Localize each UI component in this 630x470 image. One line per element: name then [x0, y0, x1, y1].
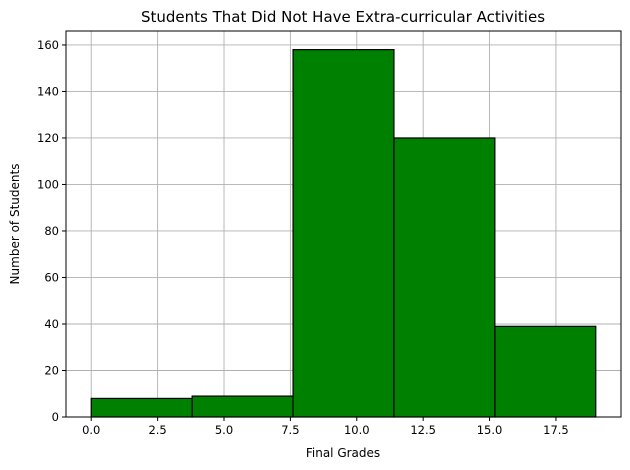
y-tick-label: 20: [44, 363, 59, 377]
y-axis-label: Number of Students: [8, 164, 22, 285]
histogram-bar: [393, 137, 496, 418]
x-tick-label: 17.5: [543, 423, 569, 437]
y-tick-label: 100: [37, 177, 59, 191]
x-tick-label: 12.5: [410, 423, 436, 437]
histogram-bar: [191, 395, 294, 418]
plot-frame: [65, 30, 622, 418]
y-tick-label: 0: [52, 410, 59, 424]
x-tick-label: 0.0: [82, 423, 100, 437]
chart-title: Students That Did Not Have Extra-curricu…: [141, 8, 545, 26]
x-tick-label: 10.0: [344, 423, 370, 437]
y-tick-label: 140: [37, 84, 59, 98]
y-tick-label: 40: [44, 317, 59, 331]
histogram-bar: [90, 397, 193, 418]
x-tick-label: 2.5: [148, 423, 166, 437]
histogram-bar: [494, 325, 597, 418]
histogram-bar: [292, 49, 395, 418]
x-tick-label: 7.5: [281, 423, 299, 437]
x-axis-ticks: 0.0 2.5 5.0 7.5 10.0 12.5 15.0 17.5: [82, 417, 569, 437]
y-tick-label: 60: [44, 270, 59, 284]
y-tick-label: 120: [37, 131, 59, 145]
y-tick-label: 80: [44, 224, 59, 238]
x-tick-label: 15.0: [477, 423, 503, 437]
y-tick-label: 160: [37, 38, 59, 52]
x-tick-label: 5.0: [215, 423, 233, 437]
histogram-bars: [90, 49, 597, 418]
x-axis-label: Final Grades: [306, 446, 380, 460]
y-axis-ticks: 0 20 40 60 80 100 120 140 160: [37, 38, 66, 424]
